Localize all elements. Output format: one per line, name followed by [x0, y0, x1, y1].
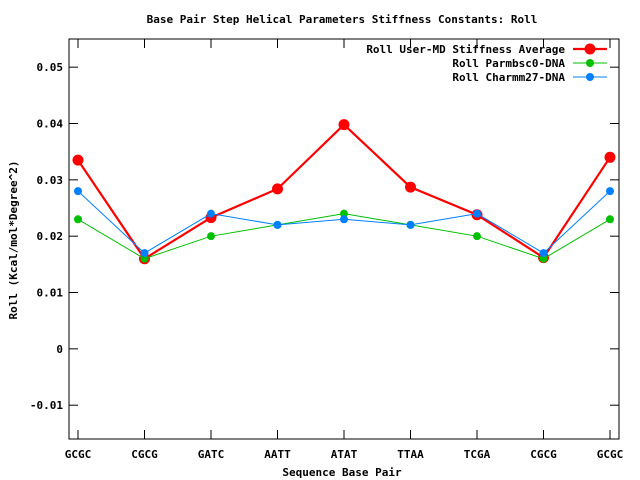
- x-axis-label: Sequence Base Pair: [282, 466, 402, 479]
- data-point: [539, 254, 548, 263]
- legend-label: Roll Charmm27-DNA: [452, 71, 565, 84]
- y-tick-label: -0.01: [30, 399, 63, 412]
- data-point: [539, 249, 548, 258]
- x-tick-label: TTAA: [397, 448, 424, 461]
- data-point: [405, 181, 416, 193]
- y-tick-label: 0.04: [37, 118, 64, 131]
- data-point: [140, 254, 149, 263]
- data-point: [74, 187, 82, 196]
- legend-marker: [586, 73, 594, 81]
- legend-marker: [584, 43, 596, 55]
- y-tick-label: 0.03: [37, 174, 64, 187]
- data-point: [207, 209, 215, 218]
- data-point: [272, 183, 283, 195]
- data-point: [340, 209, 348, 218]
- data-point: [606, 187, 614, 196]
- legend-label: Roll User-MD Stiffness Average: [366, 43, 565, 56]
- data-point: [606, 215, 614, 224]
- x-tick-label: CGCG: [530, 448, 557, 461]
- data-point: [72, 154, 84, 166]
- y-tick-label: 0: [56, 343, 63, 356]
- series-1: [72, 119, 616, 265]
- data-point: [473, 209, 481, 218]
- x-tick-label: TCGA: [464, 448, 491, 461]
- x-tick-label: GCGC: [65, 448, 92, 461]
- series-line: [77, 123, 611, 261]
- series-layer: [72, 119, 616, 265]
- series-3: [74, 187, 614, 258]
- x-tick-label: GATC: [198, 448, 225, 461]
- data-point: [340, 215, 348, 224]
- data-point: [338, 119, 350, 131]
- data-point: [473, 232, 481, 241]
- y-tick-label: 0.05: [37, 61, 64, 74]
- data-point: [604, 151, 616, 163]
- x-tick-label: CGCG: [131, 448, 158, 461]
- legend-label: Roll Parmbsc0-DNA: [452, 57, 565, 70]
- x-tick-label: ATAT: [331, 448, 358, 461]
- data-point: [140, 249, 149, 258]
- chart-title: Base Pair Step Helical Parameters Stiffn…: [147, 13, 538, 26]
- x-tick-label: GCGC: [597, 448, 624, 461]
- data-point: [273, 220, 282, 229]
- y-axis-label: Roll (Kcal/mol*Degree^2): [7, 161, 20, 320]
- axes: -0.01 0 0.01 0.02 0.03 0.04 0.05 GCGC CGCG GATC AA…: [30, 39, 623, 461]
- data-point: [406, 220, 415, 229]
- x-tick-label: AATT: [264, 448, 291, 461]
- y-tick-label: 0.01: [37, 287, 64, 300]
- y-tick-label: 0.02: [37, 230, 64, 243]
- data-point: [74, 215, 82, 224]
- data-point: [207, 232, 215, 241]
- plot-frame: [68, 38, 620, 440]
- legend-marker: [586, 59, 594, 67]
